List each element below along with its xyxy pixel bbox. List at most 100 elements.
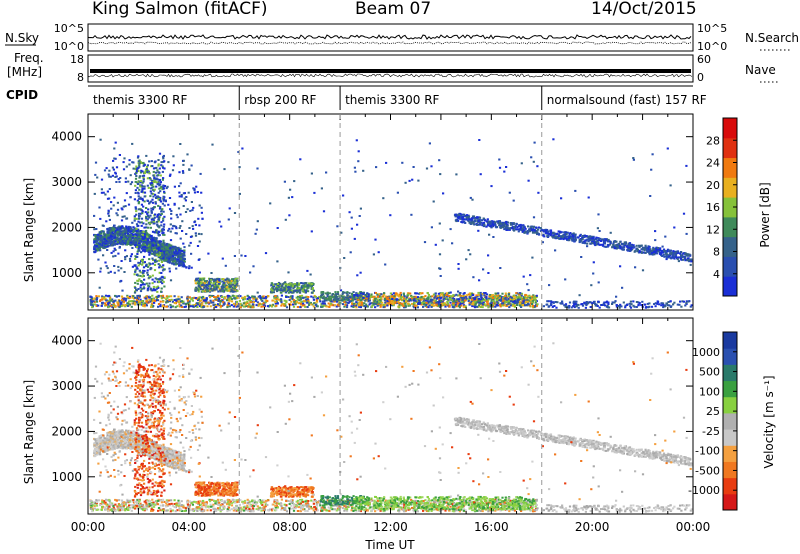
echo-cell (170, 244, 173, 247)
echo-cell (203, 283, 206, 286)
echo-cell (213, 296, 216, 298)
echo-cell (169, 223, 172, 226)
echo-cell (143, 304, 146, 306)
echo-cell (425, 301, 428, 304)
echo-cell (128, 295, 131, 298)
echo-cell (230, 290, 233, 293)
echo-cell (340, 299, 343, 302)
echo-cell (452, 294, 455, 297)
echo-cell (437, 304, 440, 307)
echo-cell (440, 293, 443, 296)
echo-cell (137, 195, 140, 198)
echo-cell (303, 283, 306, 286)
echo-cell (427, 306, 430, 309)
echo-cell (302, 287, 305, 290)
echo-cell (179, 249, 182, 252)
echo-cell (191, 209, 194, 212)
echo-cell (444, 305, 447, 308)
echo-cell (107, 239, 110, 241)
echo-cell (163, 167, 166, 170)
echo-cell (157, 286, 160, 289)
echo-cell (127, 228, 130, 231)
echo-cell (505, 304, 508, 307)
echo-cell (138, 249, 141, 252)
echo-cell (154, 193, 157, 196)
echo-cell (240, 304, 243, 307)
echo-cell (141, 181, 144, 184)
echo-cell (257, 304, 260, 307)
echo-cell (428, 304, 431, 307)
echo-cell (95, 239, 98, 242)
echo-cell (221, 280, 224, 283)
echo-cell (147, 242, 150, 245)
echo-cell (173, 302, 177, 304)
echo-cell (171, 305, 174, 308)
echo-cell (170, 210, 173, 212)
echo-cell (274, 301, 277, 303)
echo-cell (295, 299, 298, 302)
echo-cell (173, 253, 176, 256)
echo-cell (600, 304, 603, 306)
echo-cell (93, 297, 96, 300)
echo-cell (477, 291, 480, 294)
echo-cell (217, 284, 220, 287)
echo-cell (142, 174, 146, 177)
echo-cell (136, 168, 139, 171)
echo-cell (111, 234, 114, 236)
echo-cell (350, 305, 353, 308)
echo-cell (155, 231, 158, 234)
echo-cell (152, 285, 155, 288)
echo-cell (99, 298, 102, 301)
echo-cell (526, 297, 529, 300)
echo-cell (139, 171, 143, 174)
echo-cell (346, 291, 349, 294)
echo-cell (602, 303, 605, 306)
echo-cell (605, 305, 608, 308)
echo-cell (482, 292, 485, 295)
echo-cell (447, 298, 450, 301)
echo-cell (502, 299, 505, 302)
echo-cell (545, 303, 548, 306)
echo-cell (160, 212, 163, 215)
echo-cell (296, 289, 299, 292)
echo-cell (147, 249, 150, 252)
echo-cell (352, 302, 355, 305)
echo-cell (573, 306, 576, 309)
echo-cell (235, 303, 238, 306)
echo-cell (239, 306, 242, 309)
echo-cell (108, 175, 111, 178)
echo-cell (355, 292, 358, 295)
echo-cell (331, 300, 334, 303)
echo-cell (174, 247, 177, 250)
echo-cell (197, 258, 200, 261)
echo-cell (248, 299, 251, 302)
echo-cell (276, 290, 279, 293)
echo-cell (139, 208, 142, 211)
echo-cell (143, 305, 146, 308)
echo-cell (135, 210, 138, 213)
echo-cell (426, 292, 429, 295)
echo-cell (161, 247, 164, 250)
echo-cell (99, 217, 102, 220)
echo-cell (133, 273, 136, 276)
echo-cell (145, 219, 148, 222)
echo-cell (555, 306, 558, 309)
echo-cell (236, 296, 239, 299)
echo-cell (158, 271, 161, 274)
echo-cell (146, 212, 149, 215)
echo-cell (534, 298, 537, 301)
echo-cell (370, 293, 373, 296)
echo-cell (117, 269, 120, 272)
echo-cell (226, 287, 229, 290)
echo-cell (407, 298, 410, 301)
echo-cell (181, 252, 184, 255)
echo-cell (378, 303, 381, 306)
echo-cell (644, 306, 647, 309)
echo-cell (212, 283, 215, 286)
echo-cell (146, 184, 149, 187)
echo-cell (547, 305, 550, 308)
echo-cell (145, 249, 149, 251)
echo-cell (124, 305, 127, 308)
echo-cell (139, 284, 142, 287)
nsearch-trace (87, 41, 692, 45)
